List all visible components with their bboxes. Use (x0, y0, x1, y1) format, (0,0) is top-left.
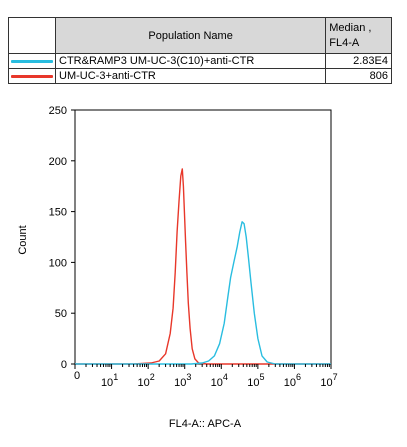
legend-header-population-name: Population Name (54, 17, 327, 54)
y-tick-label: 200 (49, 156, 67, 168)
x-tick-label: 104 (211, 372, 228, 389)
legend-row: CTR&RAMP3 UM-UC-3(C10)+anti-CTR 2.83E4 (8, 53, 392, 69)
legend-row-name: CTR&RAMP3 UM-UC-3(C10)+anti-CTR (54, 53, 327, 69)
legend-row: UM-UC-3+anti-CTR 806 (8, 68, 392, 84)
y-tick-label: 250 (49, 105, 67, 117)
x-axis-label: FL4-A:: APC-A (169, 418, 242, 430)
legend-table: Population Name Median , FL4-A CTR&RAMP3… (8, 17, 392, 95)
legend-row-median: 806 (325, 68, 392, 84)
series-line-blue (75, 221, 331, 365)
legend-swatch-red (11, 74, 53, 78)
legend-header-blank (8, 17, 56, 54)
x-tick-label: 105 (247, 372, 264, 389)
y-axis-label: Count (17, 225, 29, 254)
y-tick-label: 0 (61, 359, 67, 371)
x-tick-label-zero: 0 (74, 370, 80, 382)
x-tick-label: 106 (284, 372, 301, 389)
x-tick-label: 102 (138, 372, 155, 389)
series-line-red (75, 168, 331, 365)
y-tick-label: 150 (49, 207, 67, 219)
legend-header-median: Median , FL4-A (325, 17, 392, 54)
y-tick-label: 100 (49, 257, 67, 269)
y-tick-label: 50 (55, 308, 67, 320)
legend-row-median: 2.83E4 (325, 53, 392, 69)
legend-row-name: UM-UC-3+anti-CTR (54, 68, 327, 84)
x-tick-label: 103 (174, 372, 191, 389)
x-tick-label: 101 (101, 372, 118, 389)
legend-swatch-blue (11, 59, 53, 63)
legend-header-median-line2: FL4-A (329, 36, 360, 49)
x-tick-label: 107 (320, 372, 337, 389)
legend-header-median-line1: Median , (329, 21, 372, 34)
plot-area (74, 109, 332, 365)
